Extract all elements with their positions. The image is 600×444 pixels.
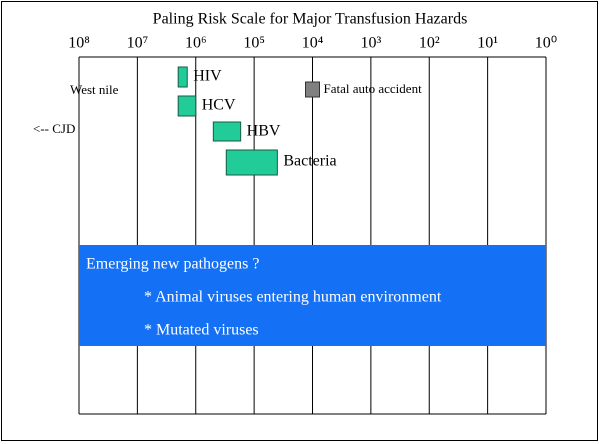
x-tick-label: 10¹	[477, 35, 498, 52]
x-tick-label: 10⁵	[243, 35, 265, 52]
risk-bar	[212, 121, 242, 142]
x-tick-label: 10⁴	[302, 35, 324, 52]
risk-marker	[305, 81, 320, 98]
callout-item: * Animal viruses entering human environm…	[144, 289, 442, 306]
risk-bar	[177, 95, 197, 117]
risk-bar	[225, 149, 278, 176]
bar-label: HBV	[247, 123, 281, 140]
annotation: West nile	[70, 82, 119, 97]
callout-title: Emerging new pathogens ?	[86, 256, 259, 273]
risk-bar	[177, 66, 188, 88]
x-tick-label: 10⁸	[68, 35, 90, 52]
marker-label: Fatal auto accident	[324, 81, 423, 96]
x-tick-label: 10⁶	[185, 35, 207, 52]
callout-item: * Mutated viruses	[144, 322, 259, 339]
chart-title: Paling Risk Scale for Major Transfusion …	[153, 11, 468, 28]
x-tick-label: 10²	[419, 35, 440, 52]
x-tick-label: 10³	[360, 35, 381, 52]
annotation: <-- CJD	[33, 121, 75, 136]
callout-box	[79, 245, 546, 346]
x-tick-label: 10⁷	[127, 35, 149, 52]
bar-label: HIV	[193, 68, 222, 85]
x-tick-label: 10⁰	[535, 35, 557, 52]
bar-label: Bacteria	[283, 153, 336, 170]
bar-label: HCV	[202, 97, 236, 114]
